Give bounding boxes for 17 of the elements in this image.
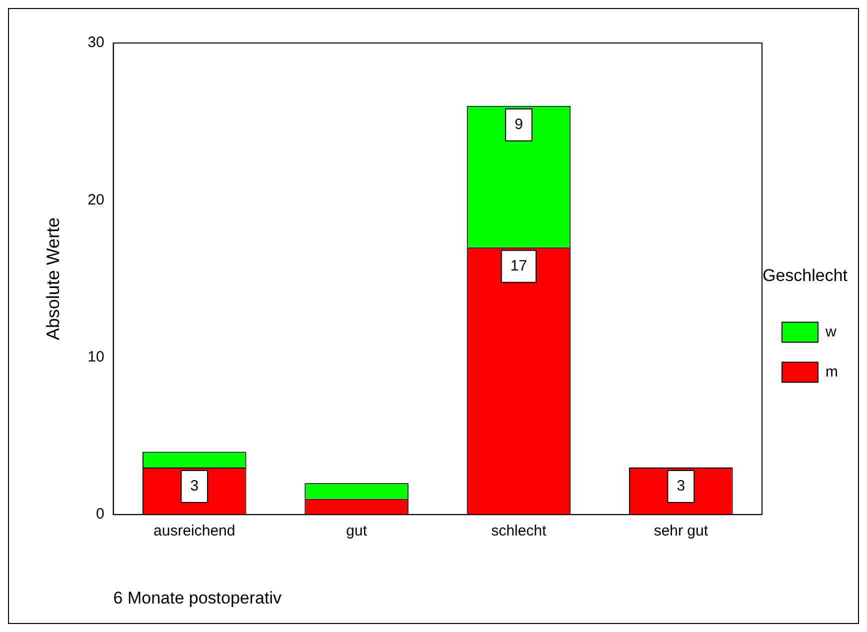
legend-title: Geschlecht [762, 266, 848, 285]
data-label: 9 [514, 116, 523, 134]
legend-label: w [824, 323, 837, 340]
y-axis-title: Absolute Werte [42, 217, 63, 340]
y-tick-label: 0 [96, 506, 104, 523]
x-tick-label: gut [346, 522, 368, 540]
y-tick-label: 20 [88, 191, 104, 208]
x-tick-label: sehr gut [654, 522, 709, 540]
y-tick-label: 30 [88, 34, 104, 52]
legend-label: m [826, 363, 838, 380]
y-tick-label: 10 [88, 348, 104, 366]
x-tick-label: schlecht [491, 522, 548, 540]
data-label: 3 [676, 478, 686, 495]
x-axis-title: 6 Monate postoperativ [113, 588, 282, 608]
data-label: 3 [190, 478, 199, 495]
x-tick-label: ausreichend [154, 522, 236, 540]
data-label: 17 [510, 258, 528, 274]
